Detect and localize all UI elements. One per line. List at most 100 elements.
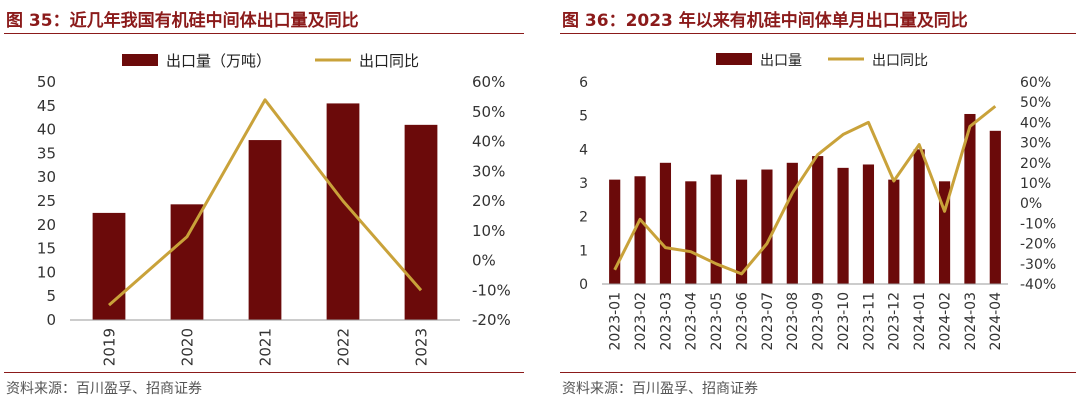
y-left-tick-label: 3 — [579, 176, 588, 192]
y-left-tick-label: 30 — [37, 168, 56, 186]
y-right-tick-label: 0% — [472, 252, 496, 270]
x-tick-label: 2023-06 — [734, 292, 750, 351]
x-tick-label: 2023-11 — [861, 292, 877, 351]
y-left-tick-label: 25 — [37, 192, 56, 210]
y-right-tick-label: 40% — [1020, 115, 1051, 131]
y-left-tick-label: 10 — [37, 263, 56, 281]
y-right-tick-label: 0% — [1020, 196, 1042, 212]
x-tick-label: 2024-02 — [937, 292, 953, 351]
y-right-tick-label: 20% — [1020, 156, 1051, 172]
y-left-tick-label: 15 — [37, 240, 56, 258]
y-right-tick-label: 50% — [1020, 95, 1051, 111]
bar — [92, 212, 126, 320]
bar — [634, 176, 646, 284]
bar — [609, 179, 621, 284]
source-note: 资料来源：百川盈孚、招商证券 — [6, 381, 202, 397]
x-tick-label: 2023 — [412, 328, 430, 366]
x-tick-label: 2024-04 — [988, 292, 1004, 351]
bar — [710, 174, 722, 284]
chart-panel-right: 图 36：2023 年以来有机硅中间体单月出口量及同比 0 1 2 3 4 5 6 -40% -… — [556, 0, 1080, 402]
x-tick-label: 2023-01 — [608, 292, 624, 351]
legend-line-label: 出口同比 — [872, 53, 928, 69]
bar — [404, 124, 438, 320]
bar — [170, 204, 204, 320]
y-left-tick-label: 45 — [37, 97, 56, 115]
title-divider — [560, 33, 1076, 34]
x-tick-label: 2024-03 — [963, 292, 979, 351]
bar — [938, 181, 951, 284]
bar — [735, 179, 748, 284]
x-tick-label: 2022 — [334, 328, 352, 366]
bar — [964, 113, 976, 284]
figure-title: 图 35：近几年我国有机硅中间体出口量及同比 — [6, 11, 359, 31]
y-left-tick-label: 40 — [37, 121, 56, 139]
y-right-tick-label: -30% — [1020, 257, 1056, 273]
x-tick-label: 2023-12 — [887, 292, 903, 351]
x-tick-label: 2021 — [256, 328, 274, 366]
export-volume-monthly-chart: 0 1 2 3 4 5 6 -40% -30% -20% -10% 0% 10% 20% 30% 40% 50%… — [579, 53, 1056, 351]
y-left-tick-label: 4 — [579, 142, 588, 158]
y-right-tick-label: 20% — [472, 192, 505, 210]
bar — [685, 181, 697, 284]
title-divider — [4, 33, 524, 34]
x-tick-label: 2023-02 — [633, 292, 649, 351]
legend-bar-label: 出口量（万吨） — [166, 52, 271, 70]
x-tick-label: 2023-07 — [760, 292, 776, 351]
x-tick-label: 2023-03 — [658, 292, 674, 351]
y-right-tick-label: 30% — [472, 162, 505, 180]
bar — [862, 164, 875, 284]
y-left-tick-label: 0 — [579, 277, 588, 293]
bar — [837, 167, 849, 284]
yoy-line — [108, 98, 423, 307]
y-left-tick-label: 20 — [37, 216, 56, 234]
x-tick-label: 2023-10 — [836, 292, 852, 351]
y-right-tick-label: -20% — [472, 311, 511, 329]
export-volume-annual-chart: 0 5 10 15 20 25 30 35 40 45 50 -20% -10% 0% 10% 20% 30% 4… — [37, 52, 511, 366]
y-left-tick-label: 6 — [579, 75, 588, 91]
y-right-tick-label: 50% — [472, 103, 505, 121]
y-right-tick-label: 40% — [472, 133, 505, 151]
bar — [326, 103, 360, 320]
bar — [913, 149, 925, 284]
figure-title: 图 36：2023 年以来有机硅中间体单月出口量及同比 — [562, 11, 968, 31]
bar — [659, 162, 672, 284]
legend-line-label: 出口同比 — [359, 52, 419, 70]
y-right-tick-label: 10% — [1020, 176, 1051, 192]
y-right-tick-label: 10% — [472, 222, 505, 240]
x-tick-label: 2020 — [178, 328, 196, 366]
y-right-tick-label: 60% — [1020, 75, 1051, 91]
x-tick-label: 2023-05 — [709, 292, 725, 351]
y-left-tick-label: 5 — [46, 287, 56, 305]
source-divider — [4, 372, 524, 373]
y-right-tick-label: -10% — [472, 281, 511, 299]
y-right-tick-label: -10% — [1020, 216, 1056, 232]
chart-panel-left: 图 35：近几年我国有机硅中间体出口量及同比 0 5 10 15 20 25 30 35 40 4… — [0, 0, 528, 402]
y-right-tick-label: -40% — [1020, 277, 1056, 293]
source-divider — [560, 372, 1076, 373]
x-tick-label: 2023-04 — [684, 292, 700, 351]
y-right-tick-label: 30% — [1020, 136, 1051, 152]
legend-bar-swatch — [716, 53, 752, 65]
y-left-tick-label: 50 — [37, 73, 56, 91]
x-tick-label: 2024-01 — [912, 292, 928, 351]
y-left-tick-label: 5 — [579, 109, 588, 125]
source-note: 资料来源：百川盈孚、招商证券 — [562, 381, 758, 397]
y-left-tick-label: 35 — [37, 144, 56, 162]
bar — [989, 130, 1001, 284]
bar — [812, 156, 824, 284]
bar — [786, 162, 798, 284]
y-left-tick-label: 0 — [46, 311, 56, 329]
bar — [761, 169, 773, 284]
y-right-tick-label: 60% — [472, 73, 505, 91]
x-tick-label: 2019 — [100, 328, 118, 366]
yoy-line — [613, 105, 997, 276]
legend-bar-swatch — [122, 54, 158, 66]
x-tick-label: 2023-09 — [811, 292, 827, 351]
legend-bar-label: 出口量 — [760, 53, 802, 69]
bar — [248, 140, 282, 320]
y-left-tick-label: 1 — [579, 243, 588, 259]
y-right-tick-label: -20% — [1020, 237, 1056, 253]
x-tick-label: 2023-08 — [785, 292, 801, 351]
y-left-tick-label: 2 — [579, 210, 588, 226]
bar — [888, 179, 900, 284]
